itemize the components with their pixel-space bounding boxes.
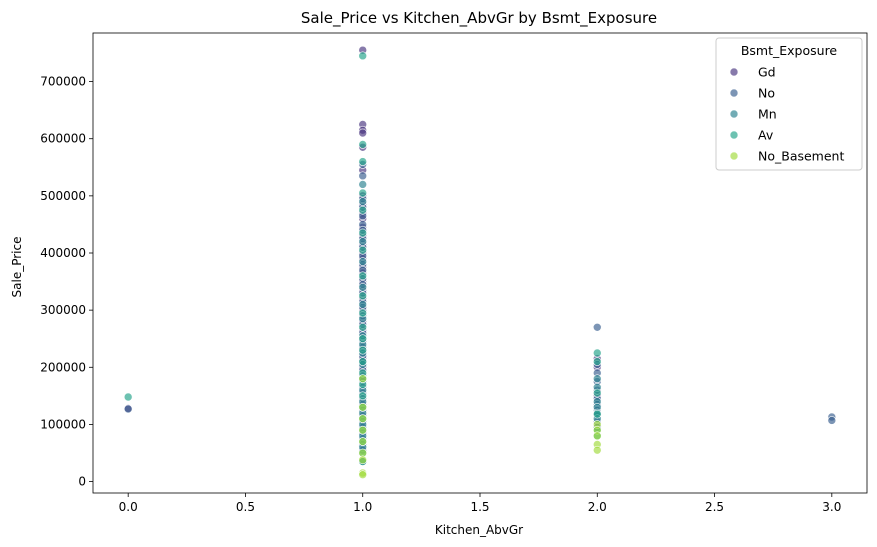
legend-title: Bsmt_Exposure [741, 43, 838, 58]
legend-box [715, 37, 863, 171]
x-tick-label: 1.5 [470, 500, 489, 514]
x-tick-label: 2.5 [705, 500, 724, 514]
chart-title: Sale_Price vs Kitchen_AbvGr by Bsmt_Expo… [301, 9, 657, 28]
data-point-mn-3 [358, 257, 368, 266]
y-tick-label: 600000 [40, 132, 86, 146]
data-point-av-12 [358, 345, 368, 355]
legend-marker-no [729, 88, 739, 98]
y-tick-label: 300000 [40, 303, 86, 317]
data-point-mn-4 [358, 282, 368, 292]
points-layer [123, 45, 837, 480]
x-tick-label: 0.0 [119, 500, 138, 514]
legend-marker-av [729, 130, 739, 140]
data-point-no-52 [827, 416, 837, 425]
data-point-av-8 [358, 291, 368, 301]
data-point-no-basement-4 [358, 437, 368, 446]
data-point-no-basement-11 [592, 431, 602, 441]
x-tick-label: 3.0 [822, 500, 841, 514]
axes-layer: 0.0 0.5 1.0 1.5 2.0 2.5 3.0 0 100000 200000 300000… [40, 32, 868, 514]
y-tick-label: 0 [78, 475, 86, 489]
data-point-av-23 [592, 348, 602, 358]
y-axis-label: Sale_Price [10, 237, 24, 298]
legend-label-no-basement: No_Basement [758, 149, 844, 164]
data-point-no-basement-3 [358, 425, 368, 435]
x-axis-label: Kitchen_AbvGr [435, 523, 523, 537]
data-point-av-4 [358, 205, 368, 215]
data-point-av-13 [358, 357, 368, 366]
data-point-av-24 [592, 357, 602, 366]
x-tick-label: 1.0 [353, 500, 372, 514]
data-point-av-10 [358, 322, 368, 332]
data-point-mn-2 [358, 237, 368, 246]
data-point-av-1 [358, 140, 368, 149]
legend-label-gd: Gd [758, 65, 776, 80]
data-point-no-basement-0 [358, 374, 368, 384]
data-point-no-basement-2 [358, 414, 368, 424]
legend-marker-gd [729, 67, 739, 77]
data-point-no-basement-8 [358, 470, 368, 480]
legend-label-mn: Mn [758, 107, 777, 122]
data-point-av-26 [592, 409, 602, 419]
data-point-av-9 [358, 308, 368, 318]
data-point-no-53 [123, 404, 133, 414]
y-tick-label: 700000 [40, 75, 86, 89]
y-tick-label: 400000 [40, 246, 86, 260]
legend-marker-mn [729, 109, 739, 119]
data-point-no-basement-1 [358, 402, 368, 412]
x-tick-label: 0.5 [236, 500, 255, 514]
data-point-av-11 [358, 334, 368, 344]
data-point-no-40 [592, 322, 602, 332]
data-point-av-5 [358, 228, 368, 238]
data-point-no-1 [358, 171, 368, 181]
data-point-mn-5 [358, 300, 368, 309]
data-point-mn-1 [358, 197, 368, 206]
y-tick-label: 200000 [40, 360, 86, 374]
legend-marker-no-basement [729, 151, 739, 161]
legend: Bsmt_Exposure Gd No Mn Av No_Basement [715, 37, 863, 171]
data-point-gd-3 [358, 128, 368, 138]
legend-label-no: No [758, 86, 775, 101]
data-point-av-25 [592, 388, 602, 398]
data-point-av-0 [358, 51, 368, 61]
y-tick-label: 500000 [40, 189, 86, 203]
y-tick-label: 100000 [40, 417, 86, 431]
data-point-av-7 [358, 271, 368, 281]
data-point-no-basement-13 [592, 445, 602, 455]
legend-label-av: Av [758, 128, 774, 143]
data-point-av-29 [123, 392, 133, 402]
data-point-av-6 [358, 245, 368, 255]
data-point-av-16 [358, 391, 368, 401]
data-point-av-2 [358, 157, 368, 166]
data-point-mn-18 [592, 374, 602, 384]
data-point-mn-0 [358, 180, 368, 189]
data-point-av-3 [358, 188, 368, 198]
data-point-no-basement-6 [358, 455, 368, 465]
x-tick-label: 2.0 [588, 500, 607, 514]
